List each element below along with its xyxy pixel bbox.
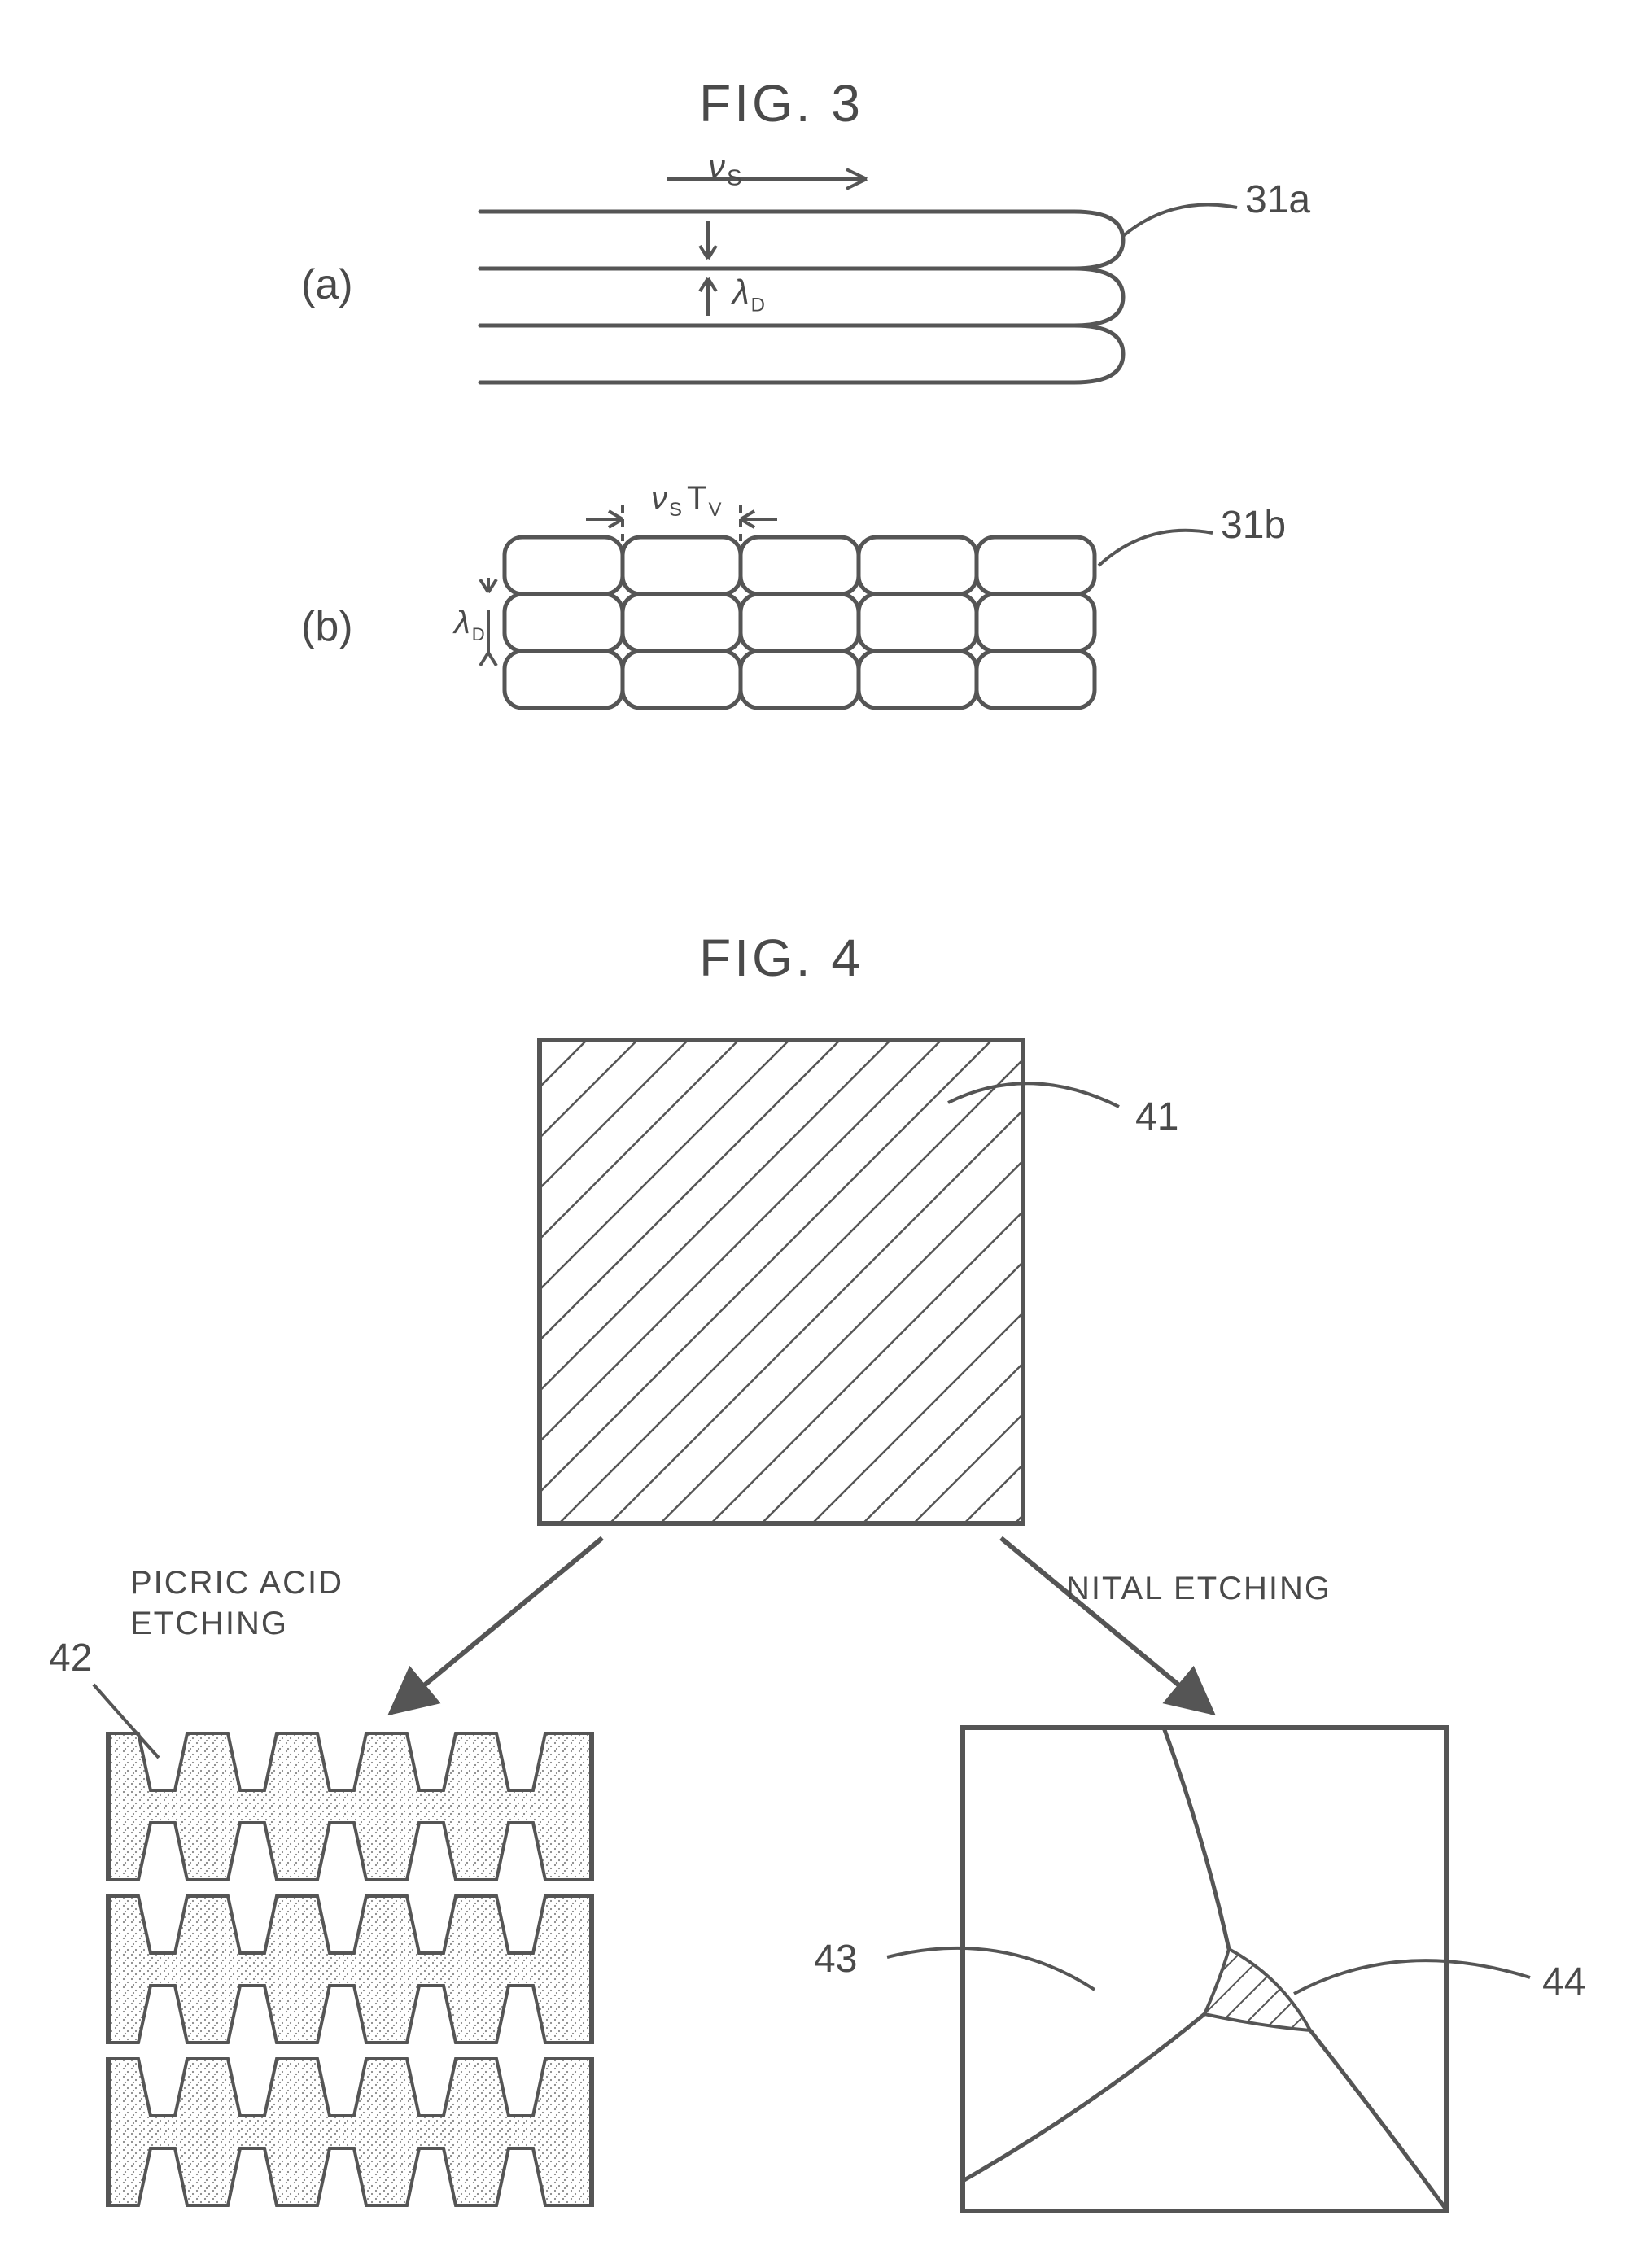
fig4-callout42-leader bbox=[81, 1668, 244, 1774]
fig4-callout-43: 43 bbox=[814, 1937, 857, 1982]
fig4-label-picric-line1: PICRIC ACID bbox=[130, 1562, 343, 1603]
fig4-label-picric-line2: ETCHING bbox=[130, 1603, 343, 1644]
fig3a-lambda: λ bbox=[732, 273, 751, 311]
fig4-callout44-leader bbox=[1286, 1929, 1546, 2051]
fig3b-vstv-nu: ν bbox=[651, 480, 669, 516]
fig4-label-picric: PICRIC ACID ETCHING bbox=[130, 1562, 343, 1644]
fig3b-callout-31b: 31b bbox=[1221, 503, 1286, 548]
fig3b-lambda: λ bbox=[454, 605, 472, 640]
fig3-title: FIG. 3 bbox=[619, 73, 944, 133]
fig3b-vstv-T: T bbox=[687, 480, 708, 516]
fig3a-label-lambda: λD bbox=[732, 273, 767, 317]
fig4-callout-41: 41 bbox=[1135, 1095, 1178, 1139]
fig3b-vstv-sub2: V bbox=[708, 499, 723, 521]
fig4-callout-42: 42 bbox=[49, 1636, 92, 1680]
fig3a-label-vs: νS bbox=[708, 146, 744, 190]
fig3b-label-vstv: νSTV bbox=[651, 480, 723, 522]
fig4-callout43-leader bbox=[871, 1896, 1115, 2026]
fig3a-lambda-sub: D bbox=[751, 294, 767, 316]
fig3-sublabel-a: (a) bbox=[301, 260, 353, 309]
page-root: { "fig3": { "title": "FIG. 3", "title_fo… bbox=[0, 0, 1635, 2268]
fig4-label-nital: NITAL ETCHING bbox=[1066, 1571, 1331, 1607]
fig4-title: FIG. 4 bbox=[619, 928, 944, 988]
fig3b-lambda-sub: D bbox=[472, 624, 487, 645]
fig3a-vs-sub: S bbox=[727, 164, 744, 190]
fig4-square-left bbox=[106, 1725, 594, 2213]
fig3b-diagram bbox=[456, 472, 1188, 741]
fig4-callout41-leader bbox=[940, 1058, 1152, 1188]
fig4-callout-44: 44 bbox=[1542, 1960, 1585, 2004]
fig3a-vs-nu: ν bbox=[708, 146, 727, 185]
fig3a-diagram bbox=[456, 155, 1188, 399]
fig3-sublabel-b: (b) bbox=[301, 602, 353, 651]
fig3b-vstv-sub1: S bbox=[669, 499, 687, 521]
fig3b-label-lambda: λD bbox=[454, 605, 487, 645]
fig3a-callout-31a: 31a bbox=[1245, 177, 1310, 222]
